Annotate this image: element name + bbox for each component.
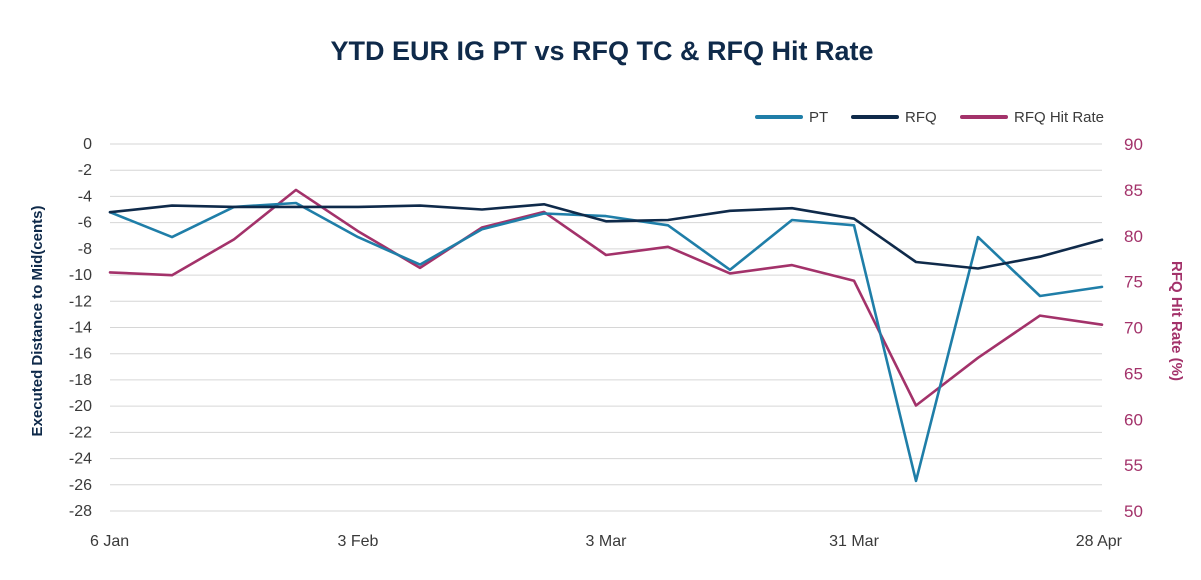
legend-label-rfq: RFQ: [905, 109, 937, 126]
y2-tick-label: 50: [1124, 502, 1143, 521]
y-tick-label: -28: [69, 503, 92, 520]
chart-title: YTD EUR IG PT vs RFQ TC & RFQ Hit Rate: [330, 36, 873, 66]
y-tick-label: -24: [69, 451, 92, 468]
y2-tick-label: 70: [1124, 319, 1143, 338]
y-axis-label-left: Executed Distance to Mid(cents): [29, 206, 46, 437]
series-lines: [108, 188, 1104, 483]
y2-tick-label: 55: [1124, 456, 1143, 475]
y-tick-label: -16: [69, 346, 92, 363]
y2-tick-label: 60: [1124, 410, 1143, 429]
y2-tick-label: 65: [1124, 364, 1143, 383]
gridlines: [110, 143, 1102, 512]
left-y-axis: 0 -2 -4 -6 -8 -10 -12 -14 -16 -18 -20 -22 -24 -26 -28: [69, 136, 92, 520]
y2-tick-label: 90: [1124, 135, 1143, 154]
legend: PT RFQ RFQ Hit Rate: [755, 109, 1104, 126]
y-tick-label: -2: [78, 162, 92, 179]
legend-label-pt: PT: [809, 109, 828, 126]
y-tick-label: -6: [78, 215, 92, 232]
y-tick-label: -26: [69, 477, 92, 494]
series-line-rfq: [108, 203, 1104, 270]
legend-label-rfq-hit-rate: RFQ Hit Rate: [1014, 109, 1104, 126]
y2-tick-label: 85: [1124, 181, 1143, 200]
x-tick-label: 31 Mar: [829, 533, 879, 550]
x-tick-label: 3 Mar: [586, 533, 628, 550]
y2-tick-label: 75: [1124, 273, 1143, 292]
y-tick-label: -8: [78, 241, 92, 258]
y-tick-label: 0: [83, 136, 92, 153]
x-tick-label: 28 Apr: [1076, 533, 1123, 550]
y-tick-label: -20: [69, 398, 92, 415]
right-y-axis: 90 85 80 75 70 65 60 55 50: [1124, 135, 1143, 521]
x-tick-label: 3 Feb: [338, 533, 379, 550]
x-tick-label: 6 Jan: [90, 533, 129, 550]
y-tick-label: -12: [69, 293, 92, 310]
y-tick-label: -22: [69, 424, 92, 441]
y-axis-label-right: RFQ Hit Rate (%): [1168, 261, 1185, 381]
y-tick-label: -4: [78, 188, 92, 205]
y-tick-label: -10: [69, 267, 92, 284]
y2-tick-label: 80: [1124, 227, 1143, 246]
series-line-pt: [108, 201, 1104, 483]
y-tick-label: -14: [69, 320, 92, 337]
y-tick-label: -18: [69, 372, 92, 389]
x-axis: 6 Jan 3 Feb 3 Mar 31 Mar 28 Apr: [90, 533, 1123, 550]
